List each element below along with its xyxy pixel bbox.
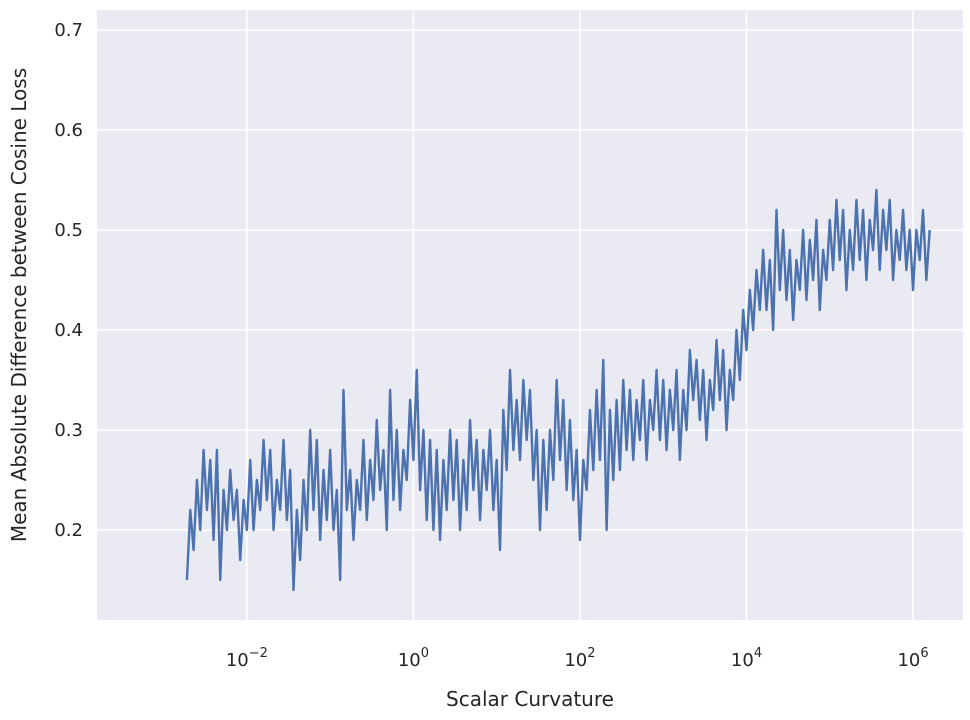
y-axis-label: Mean Absolute Difference between Cosine …: [7, 68, 31, 542]
x-tick-label-1: 100: [398, 646, 429, 671]
series-line: [185, 188, 931, 592]
y-tick-label-0: 0.2: [54, 520, 83, 541]
y-tick-label-4: 0.6: [54, 120, 83, 141]
x-tick-label-3: 104: [731, 646, 762, 671]
y-tick-label-5: 0.7: [54, 20, 83, 41]
x-tick-label-0: 10−2: [226, 646, 268, 671]
x-tick-label-2: 102: [564, 646, 595, 671]
y-tick-labels: 0.2 0.3 0.4 0.5 0.6 0.7: [54, 20, 83, 541]
grid: [97, 10, 963, 620]
x-tick-labels: 10−2 100 102 104 106: [226, 646, 929, 671]
y-tick-label-3: 0.5: [54, 220, 83, 241]
x-tick-label-4: 106: [897, 646, 928, 671]
x-axis-label: Scalar Curvature: [446, 687, 614, 711]
y-tick-label-2: 0.4: [54, 320, 83, 341]
y-tick-label-1: 0.3: [54, 420, 83, 441]
